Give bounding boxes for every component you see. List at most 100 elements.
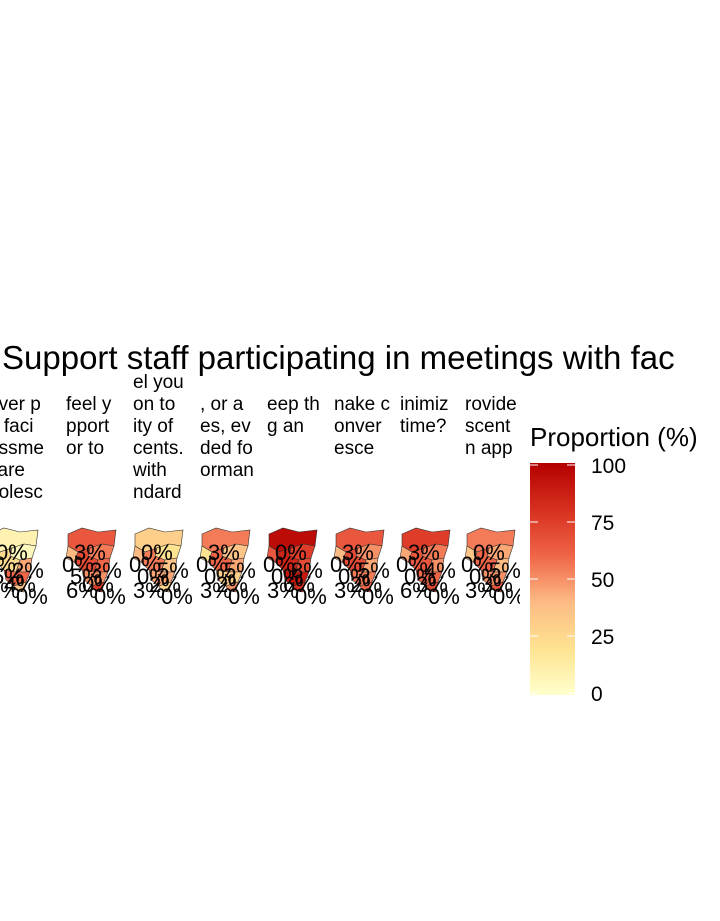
facet-strip-label: care	[0, 460, 25, 481]
region-percent-label: 0%	[204, 564, 236, 589]
map-region	[292, 581, 306, 593]
region-percent-label: 6%	[400, 578, 432, 603]
region-percent-label: 0%	[0, 552, 16, 577]
facet-strip-label: time?	[400, 416, 446, 437]
chart-title: Support staff participating in meetings …	[2, 339, 675, 376]
region-percent-label: 2%	[350, 572, 382, 597]
region-percent-label: 5%	[0, 564, 24, 589]
panels-layer: ever pa faciessme caredolesc0%0%2%5%4%3%…	[0, 372, 525, 609]
facet-strip-label: ded fo	[200, 438, 253, 459]
legend-tick-label: 0	[591, 683, 603, 706]
region-percent-label: 0%	[473, 540, 505, 565]
facet-strip-label: ndard	[133, 482, 182, 503]
facet-strip-label: ever p	[0, 394, 41, 415]
region-percent-label: 0%	[295, 584, 327, 609]
map-region	[158, 581, 172, 593]
facet-strip-label: dolesc	[0, 482, 43, 503]
region-percent-label: 3%	[334, 578, 366, 603]
facet-strip-label: nake c	[334, 394, 390, 415]
region-percent-label: 2%	[216, 572, 248, 597]
region-percent-label: 0%	[161, 584, 193, 609]
region-percent-label: 0%	[396, 552, 428, 577]
region-percent-label: 3%	[200, 578, 232, 603]
map-region	[399, 545, 413, 563]
map-region	[266, 545, 280, 563]
region-percent-label: 0%	[275, 540, 307, 565]
facet-strip-label: orman	[200, 460, 254, 481]
region-percent-label: 0%	[137, 564, 169, 589]
facet-strip-label: a faci	[0, 416, 33, 437]
region-percent-label: 2%	[149, 572, 181, 597]
region-percent-label: 8%	[291, 558, 323, 583]
map-region	[13, 581, 27, 593]
facet-strip-label: eep th	[267, 394, 320, 415]
legend-tick-label: 50	[591, 569, 614, 592]
region-percent-label: 3%	[416, 572, 448, 597]
region-percent-label: 4%	[4, 572, 36, 597]
region-percent-label: 0%	[94, 584, 126, 609]
region-percent-label: 3%	[0, 578, 20, 603]
map-region	[333, 545, 347, 563]
legend: Proportion (%) 100 75 50 25 0	[530, 422, 698, 706]
map-region	[225, 581, 239, 593]
map-region	[91, 581, 105, 593]
region-percent-label: 0%	[271, 564, 303, 589]
region-percent-label: 6%	[66, 578, 98, 603]
region-percent-label: 3%	[90, 558, 122, 583]
region-percent-label: 0%	[461, 552, 493, 577]
facet-strip-label: cents.	[133, 438, 184, 459]
legend-ticks: 100 75 50 25 0	[530, 455, 626, 706]
region-percent-label: 5%	[489, 558, 521, 583]
facet-strip-label: rovide	[465, 394, 517, 415]
legend-title: Proportion (%)	[530, 422, 698, 452]
facet-strip-label: scent	[465, 416, 511, 437]
facet-panel: eep thg an0%0%8%0%6%3%0%	[263, 394, 327, 609]
region-percent-label: 0%	[196, 552, 228, 577]
region-percent-label: 0%	[0, 540, 28, 565]
region-percent-label: 0%	[16, 584, 48, 609]
legend-tick-label: 100	[591, 455, 626, 478]
region-percent-label: 0%	[469, 564, 501, 589]
facet-strip-label: ity of	[133, 416, 174, 437]
region-percent-label: 3%	[74, 540, 106, 565]
region-percent-label: 5%	[358, 558, 390, 583]
map-region	[132, 545, 146, 563]
facet-strip-label: feel y	[66, 394, 112, 415]
region-percent-label: 0%	[330, 552, 362, 577]
region-percent-label: 3%	[133, 578, 165, 603]
region-percent-label: 3%	[342, 540, 374, 565]
facet-strip-label: onver	[334, 416, 382, 437]
region-percent-label: 0%	[428, 584, 460, 609]
region-percent-label: 0%	[263, 552, 295, 577]
map-region	[490, 581, 504, 593]
facet-strip-label: g an	[267, 416, 304, 437]
region-percent-label: 4%	[424, 558, 456, 583]
region-percent-label: 0%	[338, 564, 370, 589]
region-percent-label: 0%	[141, 540, 173, 565]
region-percent-label: 0%	[129, 552, 161, 577]
facet-strip-label: , or a	[200, 394, 244, 415]
map-region	[359, 581, 373, 593]
facet-strip-label: inimiz	[400, 394, 449, 415]
region-percent-label: 5%	[224, 558, 256, 583]
facet-strip-label: or to	[66, 438, 104, 459]
region-percent-label: 3%	[481, 572, 513, 597]
region-percent-label: 5%	[70, 564, 102, 589]
legend-tick-label: 75	[591, 512, 614, 535]
region-percent-label: 5%	[157, 558, 189, 583]
region-percent-label: 0%	[493, 584, 525, 609]
region-percent-label: 6%	[283, 572, 315, 597]
region-percent-label: 3%	[208, 540, 240, 565]
region-percent-label: 0%	[362, 584, 394, 609]
region-percent-label: 0%	[228, 584, 260, 609]
region-percent-label: 0%	[62, 552, 94, 577]
map-region	[199, 545, 213, 563]
facet-strip-label: essme	[0, 438, 44, 459]
facet-strip-label: esce	[334, 438, 374, 459]
